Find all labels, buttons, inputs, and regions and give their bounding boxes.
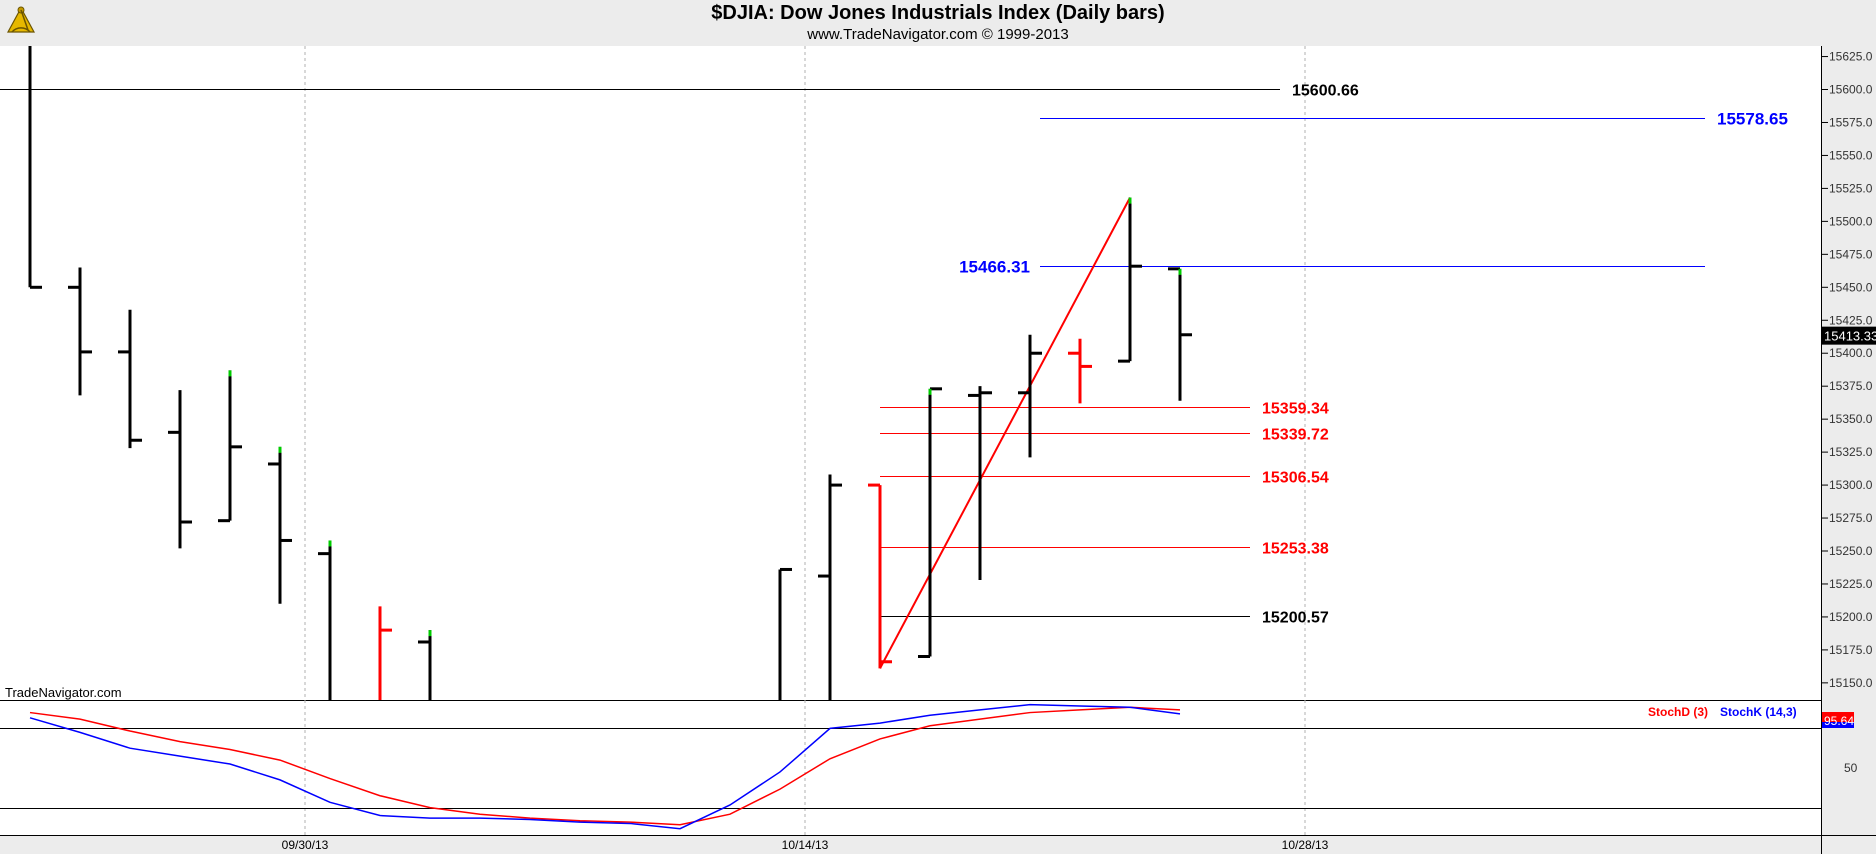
trendline-segment xyxy=(879,197,1131,669)
ohlc-bar xyxy=(28,46,42,289)
y-axis-ticks: 15150.0 15175.0 15200.0 15225.0 15250.0 15275… xyxy=(1822,50,1873,690)
watermark: TradeNavigator.com xyxy=(5,685,122,700)
ohlc-bar xyxy=(68,267,92,396)
ohlc-bar xyxy=(118,309,142,449)
y-tick-label: 15250.0 xyxy=(1829,544,1873,558)
x-tick-label: 09/30/13 xyxy=(282,838,329,852)
ohlc-bar xyxy=(968,386,992,581)
ohlc-bar xyxy=(1068,338,1092,404)
trendline xyxy=(879,197,1131,669)
ohlc-bar xyxy=(168,390,192,549)
y-tick-label: 15575.0 xyxy=(1829,115,1873,129)
sextant-logo-icon xyxy=(6,6,36,33)
y-tick-label: 15375.0 xyxy=(1829,379,1873,393)
y-tick-label: 15500.0 xyxy=(1829,214,1873,228)
stoch-value-marker-top xyxy=(1822,712,1854,722)
y-tick-label: 15450.0 xyxy=(1829,280,1873,294)
ohlc-bar xyxy=(1018,334,1042,458)
last-price-box xyxy=(1822,326,1876,345)
x-tick-label: 10/28/13 xyxy=(1282,838,1329,852)
ohlc-bar xyxy=(918,387,942,658)
level-label: 15339.72 xyxy=(1262,427,1329,444)
y-tick-label: 15600.0 xyxy=(1829,83,1873,97)
y-tick-label: 15625.0 xyxy=(1829,50,1873,64)
level-label: 15359.34 xyxy=(1262,401,1329,418)
last-price-marker: 15413.33 xyxy=(1822,326,1876,345)
stochK-line xyxy=(29,703,1181,830)
ohlc-bar xyxy=(378,606,392,700)
stoch-legend-label: StochD (3) xyxy=(1648,705,1708,719)
level-label: 15578.65 xyxy=(1717,110,1788,129)
chart-title: $DJIA: Dow Jones Industrials Index (Dail… xyxy=(711,2,1165,24)
chart-subtitle: www.TradeNavigator.com © 1999-2013 xyxy=(807,26,1069,43)
last-price-label: 15413.33 xyxy=(1824,329,1876,344)
ohlc-bar xyxy=(1118,197,1142,363)
y-tick-label: 15275.0 xyxy=(1829,511,1873,525)
ohlc-bar xyxy=(218,370,242,523)
support-resistance-levels: 15600.66 15578.65 15466.31 15359.34 15339.72… xyxy=(0,83,1788,627)
x-axis-panel xyxy=(0,835,1876,854)
level-label: 15600.66 xyxy=(1292,83,1359,100)
ohlc-bar xyxy=(778,567,792,700)
y-tick-label: 15400.0 xyxy=(1829,346,1873,360)
stochD-line xyxy=(29,706,1181,826)
y-tick-label: 15350.0 xyxy=(1829,412,1873,426)
y-tick-label: 15300.0 xyxy=(1829,478,1873,492)
y-tick-label: 15425.0 xyxy=(1829,313,1873,327)
level-label: 15200.57 xyxy=(1262,610,1329,627)
x-tick-label: 10/14/13 xyxy=(782,838,829,852)
ohlc-bar xyxy=(818,474,842,700)
stochastic-panel: 50 StochD (3) StochK (14,3) 95.64 xyxy=(0,703,1858,830)
level-label: 15306.54 xyxy=(1262,470,1329,487)
y-tick-label: 15150.0 xyxy=(1829,676,1873,690)
gridlines xyxy=(304,46,1306,835)
y-tick-label: 15200.0 xyxy=(1829,610,1873,624)
y-tick-label: 15225.0 xyxy=(1829,577,1873,591)
ohlc-bars xyxy=(28,46,1192,700)
y-tick-label: 15550.0 xyxy=(1829,148,1873,162)
ohlc-bar xyxy=(868,483,892,669)
chart-header: $DJIA: Dow Jones Industrials Index (Dail… xyxy=(0,0,1876,46)
y-tick-label: 15325.0 xyxy=(1829,445,1873,459)
y-tick-label: 15525.0 xyxy=(1829,181,1873,195)
stoch-tick-label: 50 xyxy=(1844,761,1858,775)
stoch-legend-label: StochK (14,3) xyxy=(1720,705,1797,719)
ohlc-bar xyxy=(268,446,292,604)
stoch-value-label: 95.64 xyxy=(1824,714,1854,728)
ohlc-bar xyxy=(318,540,332,700)
level-label: 15253.38 xyxy=(1262,541,1329,558)
ohlc-bar xyxy=(1168,267,1192,401)
ohlc-bar xyxy=(418,630,432,700)
level-label: 15466.31 xyxy=(959,258,1030,277)
y-tick-label: 15475.0 xyxy=(1829,247,1873,261)
y-tick-label: 15175.0 xyxy=(1829,643,1873,657)
x-axis-ticks: 09/30/13 10/14/13 10/28/13 xyxy=(282,838,1329,852)
